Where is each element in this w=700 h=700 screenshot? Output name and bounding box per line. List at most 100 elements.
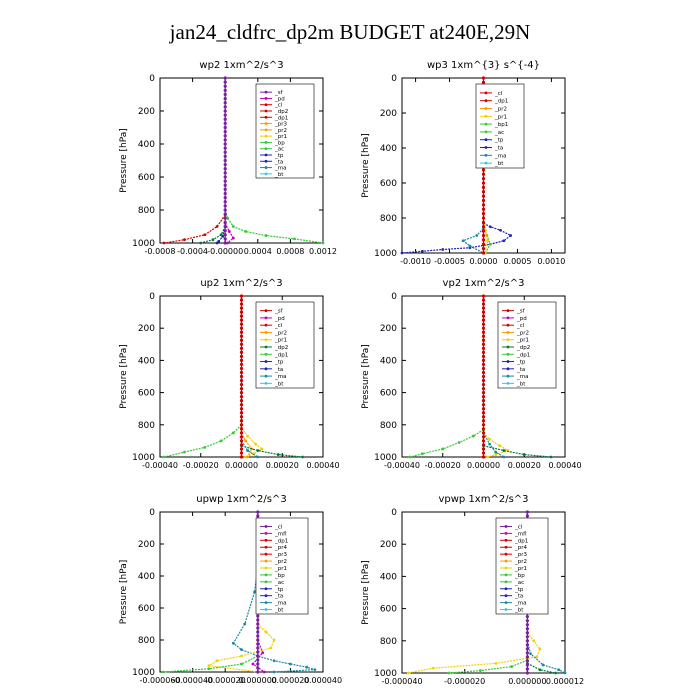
page-title: jan24_cldfrc_dp2m BUDGET at240E,29N — [169, 20, 531, 44]
chart-panel-5: upwp 1xm^2/s^3 0 200 400 600 800 1000 Pressure … — [119, 494, 342, 685]
data-point — [535, 655, 539, 659]
series-line — [408, 632, 541, 674]
profile-marker — [223, 92, 227, 97]
legend-marker — [264, 573, 268, 577]
legend-marker — [264, 381, 268, 385]
data-point — [162, 455, 166, 459]
y-tick-label: 400 — [380, 356, 397, 366]
data-point — [488, 225, 492, 229]
chart-panel-2: wp3 1xm^{3} s^{-4} 0 200 400 600 800 1000 Press… — [361, 60, 566, 266]
legend-label: _tp — [274, 587, 284, 593]
legend-marker — [264, 316, 268, 320]
profile-marker — [223, 134, 227, 138]
profile-marker — [481, 451, 486, 455]
data-point — [211, 238, 215, 242]
profile-marker — [256, 634, 260, 638]
data-point — [498, 444, 502, 448]
legend-label: _ac — [274, 580, 284, 586]
legend-label: _bt — [274, 381, 284, 387]
profile-marker — [239, 298, 244, 302]
y-tick-label: 400 — [138, 572, 155, 582]
profile-marker — [223, 88, 227, 92]
legend-label: _ac — [514, 580, 524, 586]
profile-marker — [256, 646, 260, 650]
legend-marker — [504, 538, 508, 542]
profile-marker — [223, 187, 227, 191]
legend-label: _tp — [274, 153, 284, 159]
legend-marker — [264, 360, 268, 363]
legend-label: _dp1 — [274, 538, 288, 544]
profile-marker — [525, 671, 529, 675]
profile-marker — [223, 117, 227, 121]
legend-marker — [504, 566, 508, 570]
data-point — [226, 241, 230, 245]
profile-marker — [525, 655, 529, 659]
legend-label: _pr1 — [274, 566, 287, 572]
profile-marker — [481, 207, 486, 211]
profile-marker — [256, 630, 260, 634]
legend-marker — [264, 587, 268, 591]
profile-marker — [223, 121, 227, 125]
plot-frame — [401, 511, 566, 674]
y-tick-label: 800 — [380, 421, 397, 431]
profile-marker — [481, 168, 486, 172]
legend-label: _pr1 — [494, 114, 507, 120]
data-point — [441, 248, 445, 251]
legend-label: _tp — [274, 360, 284, 366]
y-tick-label: 1000 — [132, 453, 155, 463]
legend-marker — [506, 374, 510, 378]
data-point — [240, 654, 243, 658]
data-point — [261, 651, 265, 655]
profile-marker — [256, 514, 260, 518]
legend-marker — [264, 601, 268, 605]
legend-marker — [264, 172, 268, 176]
series-line — [482, 432, 505, 458]
data-point — [203, 445, 207, 449]
y-tick-label: 0 — [149, 74, 155, 84]
legend-marker — [484, 146, 488, 149]
profile-marker — [223, 150, 227, 154]
profile-marker — [481, 238, 486, 242]
data-point — [244, 230, 247, 233]
profile-marker — [481, 419, 486, 423]
profile-marker — [239, 419, 244, 423]
legend-label: _dp2 — [274, 109, 288, 115]
legend-label: _pr1 — [514, 566, 527, 572]
legend-label: _tp — [494, 138, 504, 144]
legend: _cl_mfl_dp1_pr4_pr3_pr2_pr1_bp_ac_tp_ta_… — [255, 517, 309, 615]
profile-marker — [481, 415, 486, 419]
profile-marker — [481, 247, 486, 251]
x-tick-label: -0.00000 — [207, 247, 243, 256]
y-tick-label: 400 — [380, 572, 397, 582]
profile-marker — [525, 631, 529, 635]
y-tick-label: 200 — [138, 107, 155, 117]
profile-marker — [239, 415, 244, 419]
profile-marker — [481, 80, 486, 84]
x-tick-label: -0.000060 — [139, 676, 180, 685]
profile-marker — [481, 181, 486, 185]
x-tick-label: 0.000000 — [508, 677, 546, 686]
legend-marker — [264, 580, 268, 584]
profile-marker — [239, 302, 244, 306]
profile-marker — [525, 667, 529, 671]
data-point — [502, 455, 506, 459]
profile-marker — [481, 455, 486, 459]
data-point — [509, 234, 513, 237]
data-point — [251, 662, 255, 666]
legend-marker — [264, 331, 268, 334]
profile-marker — [223, 101, 227, 105]
profile-marker — [239, 318, 244, 322]
x-tick-label: 0.0010 — [537, 257, 565, 266]
legend-marker — [506, 381, 510, 385]
series-line — [163, 655, 259, 673]
data-point — [243, 622, 247, 626]
data-point — [256, 455, 260, 459]
x-tick-label: 0.000012 — [546, 677, 584, 686]
y-tick-label: 400 — [138, 356, 155, 366]
profile-marker — [239, 431, 244, 435]
profile-marker — [239, 306, 244, 310]
legend-marker — [264, 122, 268, 125]
profile-marker — [481, 338, 486, 342]
profile-marker — [223, 158, 227, 163]
legend-box — [255, 517, 309, 615]
